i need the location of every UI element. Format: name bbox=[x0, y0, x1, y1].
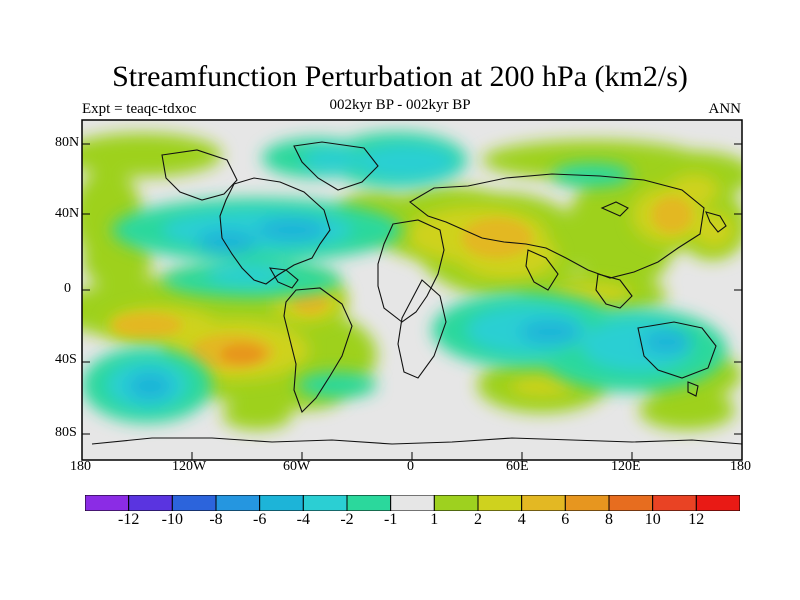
cb-label-2: 2 bbox=[474, 511, 482, 528]
season-label: ANN bbox=[708, 101, 742, 117]
colorbar-segment-6 bbox=[346, 494, 392, 512]
cb-label-m1: -1 bbox=[384, 511, 398, 528]
colorbar-segment-5 bbox=[302, 494, 348, 512]
cb-label-m6: -6 bbox=[253, 511, 267, 528]
cb-label-m10: -10 bbox=[161, 511, 183, 528]
colorbar-svg bbox=[84, 494, 741, 512]
x-tick-120w: 120W bbox=[172, 459, 207, 474]
chart-title: Streamfunction Perturbation at 200 hPa (… bbox=[112, 60, 688, 93]
map-panel: 80N 40N 0 40S 80S 180 120W 60W 0 60E 120… bbox=[55, 119, 756, 480]
colorbar-segment-8 bbox=[433, 494, 479, 512]
axis-ticks bbox=[81, 143, 743, 460]
cb-label-m8: -8 bbox=[209, 511, 223, 528]
y-tick-0: 0 bbox=[64, 281, 71, 296]
x-tick-180-right: 180 bbox=[730, 459, 751, 474]
x-tick-120e: 120E bbox=[611, 459, 641, 474]
cb-label-m2: -2 bbox=[340, 511, 354, 528]
colorbar-segment-0 bbox=[84, 494, 130, 512]
colorbar-segment-14 bbox=[695, 494, 741, 512]
cb-label-m4: -4 bbox=[296, 511, 310, 528]
colorbar-segment-2 bbox=[171, 494, 217, 512]
x-tick-60e: 60E bbox=[506, 459, 529, 474]
colorbar-segment-12 bbox=[608, 494, 654, 512]
cb-label-m12: -12 bbox=[118, 511, 140, 528]
colorbar-segment-7 bbox=[390, 494, 435, 512]
x-tick-60w: 60W bbox=[283, 459, 311, 474]
orange-regions bbox=[112, 197, 692, 370]
x-tick-180-left: 180 bbox=[70, 459, 91, 474]
experiment-label: Expt = teaqc-tdxoc bbox=[82, 101, 197, 117]
y-tick-80s: 80S bbox=[55, 425, 77, 440]
cb-label-1: 1 bbox=[430, 511, 439, 528]
period-label: 002kyr BP - 002kyr BP bbox=[329, 97, 471, 113]
x-tick-0: 0 bbox=[407, 459, 414, 474]
colorbar-segment-13 bbox=[652, 494, 697, 512]
blue-regions bbox=[82, 132, 727, 423]
cb-label-4: 4 bbox=[517, 511, 526, 528]
colorbar-segment-11 bbox=[564, 494, 610, 512]
y-tick-80n: 80N bbox=[55, 135, 80, 150]
colorbar-segment-10 bbox=[521, 494, 566, 512]
cb-label-12: 12 bbox=[688, 511, 705, 528]
colorbar-segment-4 bbox=[259, 494, 304, 512]
map-svg bbox=[81, 119, 743, 461]
colorbar-segment-9 bbox=[477, 494, 523, 512]
colorbar-segment-1 bbox=[128, 494, 173, 512]
y-tick-40s: 40S bbox=[55, 352, 77, 367]
cb-label-10: 10 bbox=[644, 511, 661, 528]
colorbar-segment-3 bbox=[215, 494, 261, 512]
cb-label-8: 8 bbox=[605, 511, 613, 528]
cb-label-6: 6 bbox=[561, 511, 570, 528]
colorbar-labels: -12 -10 -8 -6 -4 -2 -1 1 2 4 6 8 10 12 bbox=[85, 511, 740, 531]
colorbar bbox=[84, 494, 741, 512]
y-tick-40n: 40N bbox=[55, 206, 80, 221]
coastlines bbox=[91, 141, 742, 445]
